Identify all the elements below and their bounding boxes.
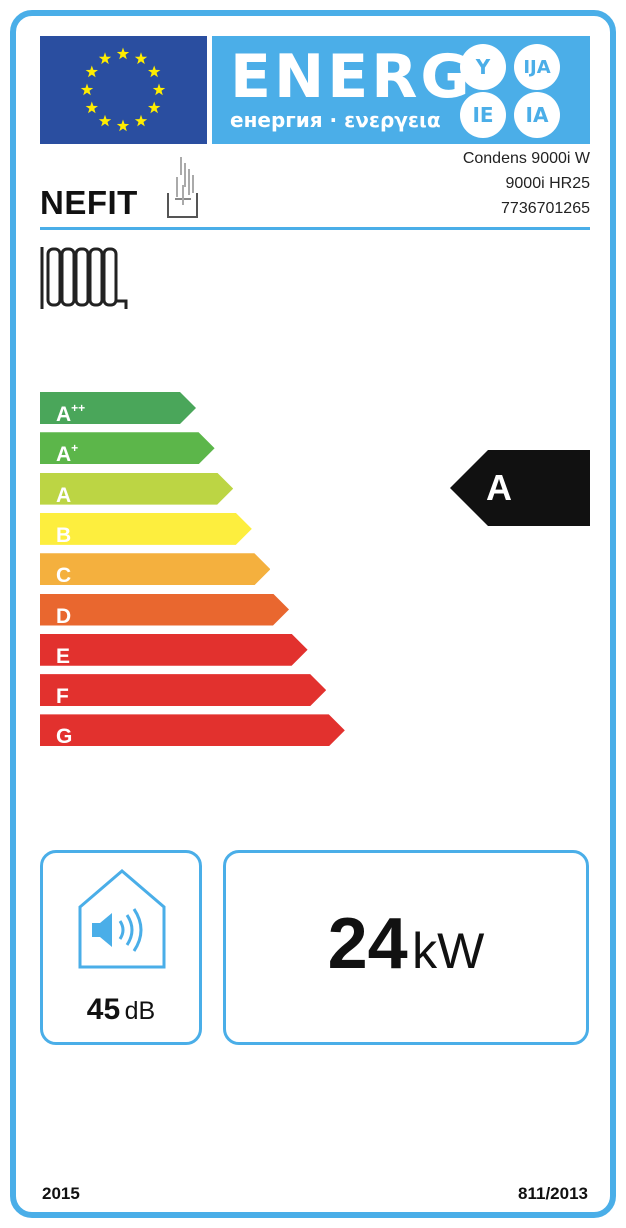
efficiency-class-bar: C	[40, 553, 270, 585]
footer-regulation: 811/2013	[518, 1184, 588, 1203]
class-label: E	[56, 644, 71, 668]
noise-panel: 45 dB	[40, 850, 202, 1045]
power-panel: 24 kW	[223, 850, 589, 1045]
footer-year: 2015	[42, 1184, 80, 1203]
eu-flag	[40, 36, 207, 144]
class-label: C	[56, 564, 72, 588]
efficiency-class-bar: G	[40, 714, 345, 746]
class-label: D	[56, 604, 72, 628]
class-label: A	[56, 403, 72, 426]
class-superscript: ++	[71, 401, 86, 415]
energy-banner: ENERG енергия · ενεργεια Y IJA IE IA	[212, 36, 590, 144]
efficiency-class-bar: D	[40, 594, 289, 626]
energy-title: ENERG	[230, 42, 473, 112]
star-icon	[134, 52, 148, 65]
eu-stars-icon	[80, 47, 166, 132]
class-label: G	[56, 725, 73, 749]
article-number: 7736701265	[501, 200, 590, 217]
class-label: F	[56, 685, 69, 709]
label-frame	[10, 10, 616, 1218]
noise-value: 45	[86, 993, 121, 1026]
star-icon	[85, 65, 98, 78]
efficiency-class-bar: E	[40, 634, 308, 666]
radiator-icon	[40, 247, 128, 309]
class-label: B	[56, 523, 72, 547]
noise-unit: dB	[124, 997, 156, 1025]
star-icon	[152, 83, 166, 96]
class-superscript: +	[71, 441, 79, 456]
class-label: A	[56, 443, 72, 467]
model-name: Condens 9000i W	[462, 150, 590, 167]
star-icon	[98, 52, 112, 65]
star-icon	[148, 65, 161, 78]
efficiency-class-bar: A+	[40, 432, 215, 464]
language-suffix: IJA	[514, 44, 560, 90]
header-divider	[40, 227, 590, 230]
class-label: A	[56, 483, 72, 507]
star-icon	[116, 119, 130, 132]
star-icon	[148, 101, 161, 114]
language-suffix: IE	[460, 92, 506, 138]
efficiency-class-bar: B	[40, 513, 252, 545]
power-unit: kW	[412, 923, 485, 979]
star-icon	[116, 47, 130, 60]
power-value: 24	[327, 904, 408, 984]
star-icon	[80, 83, 94, 96]
brand-logo: NEFIT	[40, 184, 138, 221]
star-icon	[85, 101, 98, 114]
language-suffix: IA	[514, 92, 560, 138]
efficiency-class-bar: A	[40, 473, 233, 505]
sound-house-icon	[78, 869, 166, 969]
efficiency-class-bar: A++	[40, 392, 196, 424]
energy-subtitle: енергия · ενεργεια	[230, 108, 441, 132]
efficiency-class-bar: F	[40, 674, 326, 706]
star-icon	[98, 114, 112, 127]
star-icon	[134, 114, 148, 127]
model-identifier: 9000i HR25	[505, 175, 591, 192]
language-suffix: Y	[460, 44, 506, 90]
flue-logo-icon	[167, 157, 198, 218]
